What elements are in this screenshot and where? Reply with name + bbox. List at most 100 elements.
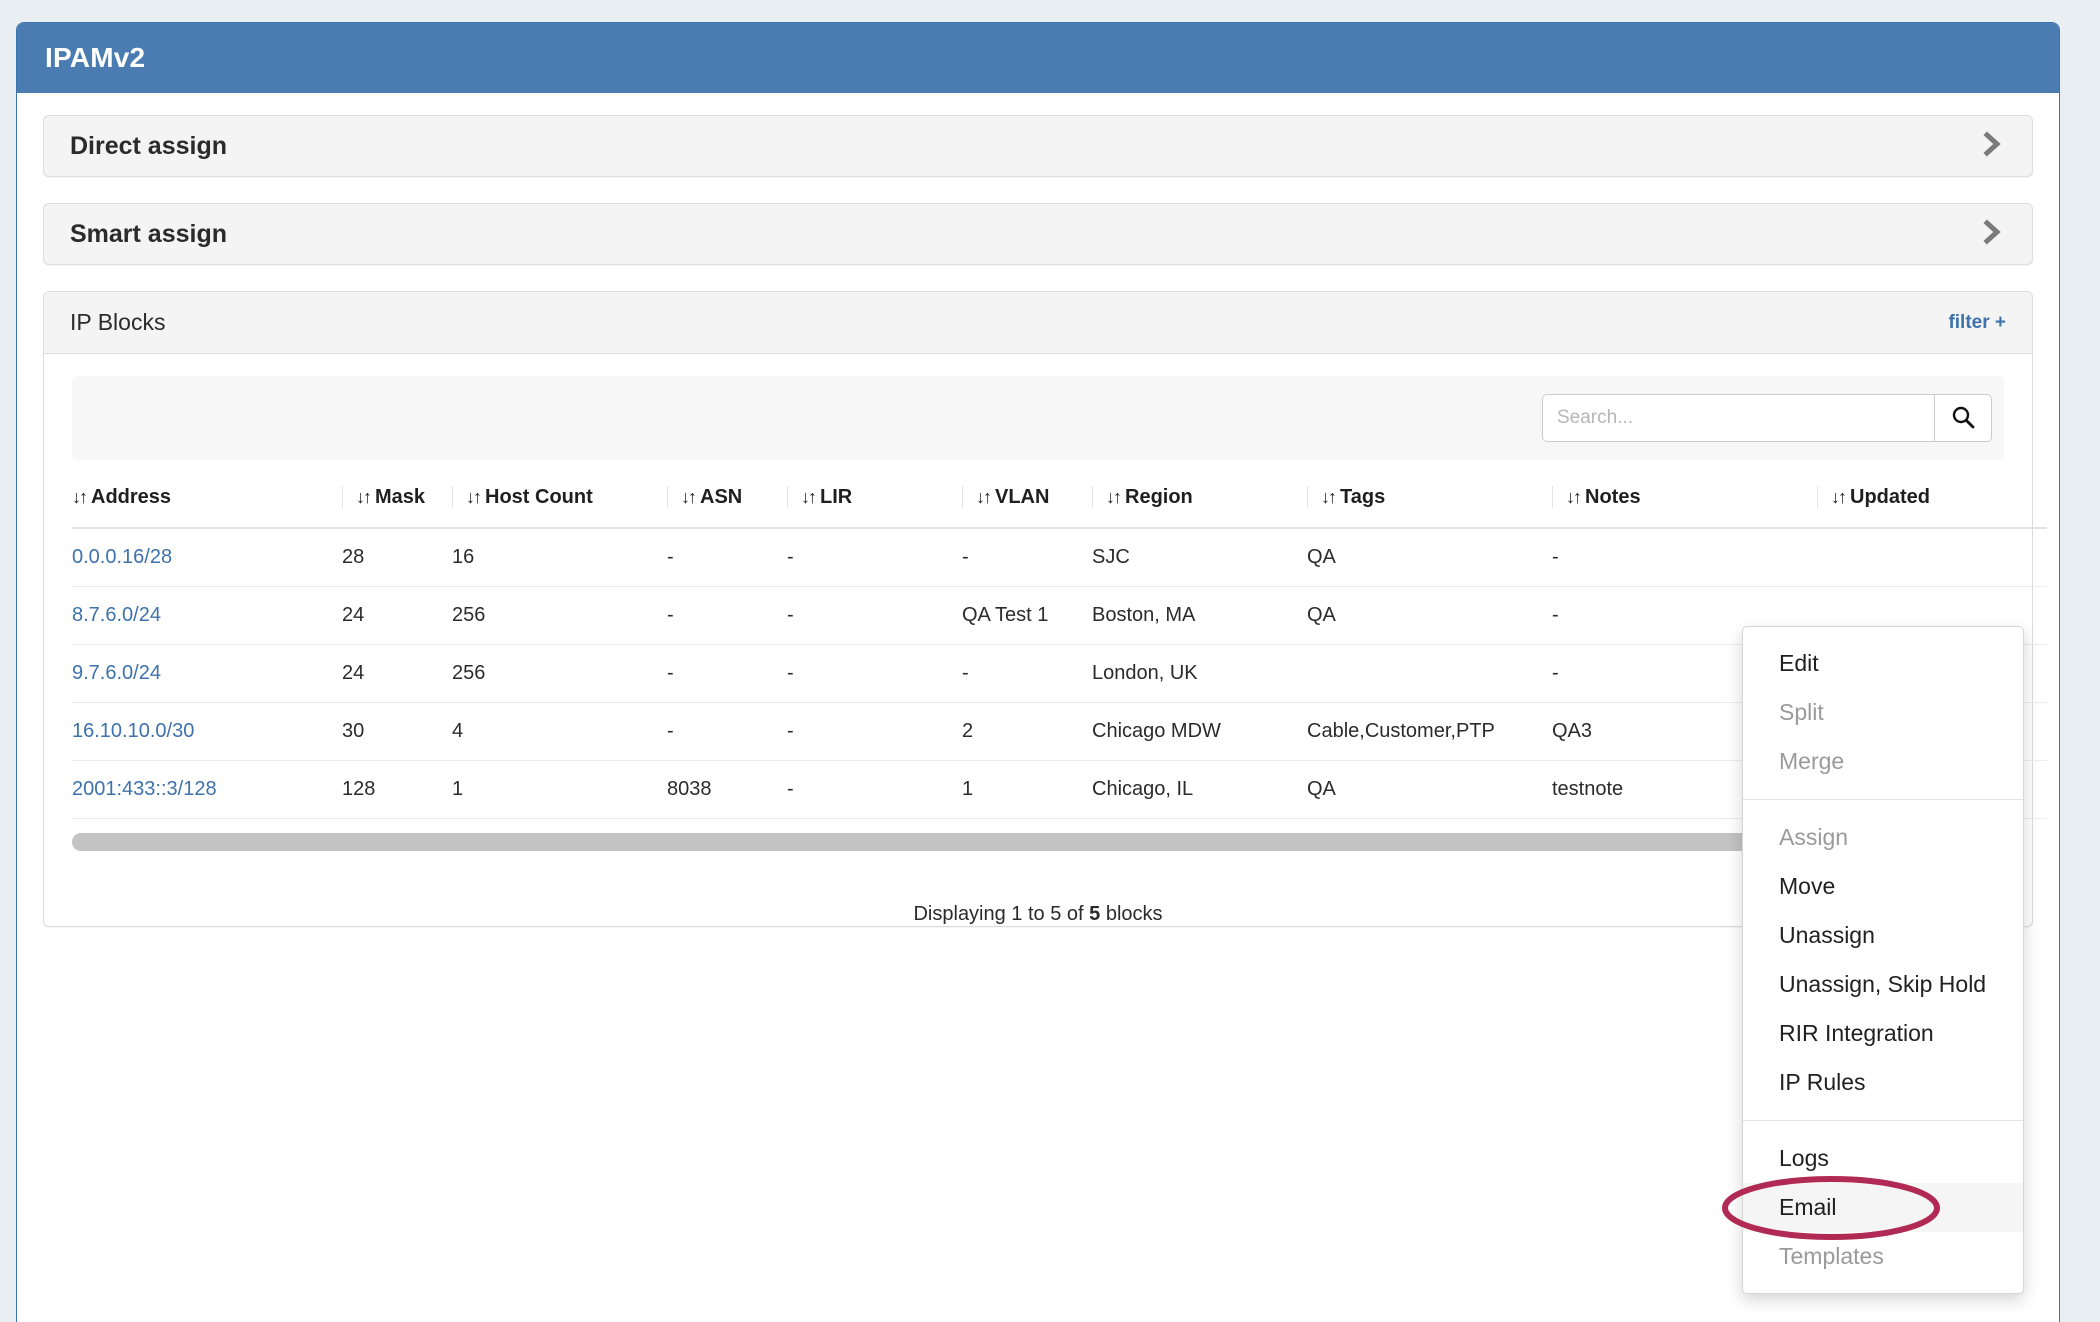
cell-tags: Cable,Customer,PTP [1307, 702, 1552, 761]
table-header-row: ↓↑ Address ↓↑ Mask ↓↑ Host Count ↓↑ ASN ↓↑ LI… [72, 476, 2047, 529]
table-row[interactable]: 8.7.6.0/24 24 256 - - QA Test 1 Boston, … [72, 586, 2047, 645]
app-header: IPAMv2 [17, 23, 2059, 93]
scrollbar-thumb[interactable] [72, 833, 1927, 851]
column-header-label: Mask [375, 486, 426, 508]
accordion-direct-assign-label: Direct assign [70, 131, 228, 160]
column-header-label: Tags [1340, 486, 1386, 508]
cell-updated [1817, 528, 2047, 587]
sort-icon: ↓↑ [72, 487, 88, 507]
app-title: IPAMv2 [45, 42, 146, 73]
cell-tags: QA [1307, 528, 1552, 587]
cell-address: 16.10.10.0/30 [72, 702, 342, 761]
column-header-updated[interactable]: ↓↑ Updated [1817, 476, 2047, 529]
cell-region: London, UK [1092, 644, 1307, 703]
displaying-total: 5 [1089, 903, 1101, 925]
cell-address: 9.7.6.0/24 [72, 644, 342, 703]
menu-item-edit[interactable]: Edit [1779, 650, 1819, 676]
menu-item-logs[interactable]: Logs [1779, 1145, 1829, 1171]
ip-blocks-panel-body: ↓↑Address ↓↑Mask ↓↑Host Count ↓↑ASN ↓↑LI… [44, 354, 2047, 926]
ip-blocks-panel-header: IP Blocks filter + [44, 292, 2032, 354]
cell-host-count: 16 [452, 528, 667, 587]
column-header-tags[interactable]: ↓↑ Tags [1307, 476, 1552, 529]
address-link[interactable]: 9.7.6.0/24 [72, 662, 161, 684]
cell-mask: 128 [342, 760, 452, 819]
column-header-notes[interactable]: ↓↑ Notes [1552, 476, 1817, 529]
cell-lir: - [787, 760, 962, 819]
cell-region: Chicago MDW [1092, 702, 1307, 761]
column-header-label: VLAN [995, 486, 1050, 508]
ip-blocks-panel: IP Blocks filter + [43, 291, 2047, 927]
column-header-mask[interactable]: ↓↑ Mask [342, 476, 452, 529]
cell-tags: QA [1307, 586, 1552, 645]
cell-mask: 28 [342, 528, 452, 587]
cell-asn: - [667, 528, 787, 587]
cell-asn: 8038 [667, 760, 787, 819]
table-horizontal-scrollbar[interactable] [72, 833, 2004, 851]
menu-item-email[interactable]: Email [1743, 1183, 2023, 1232]
cell-vlan: QA Test 1 [962, 586, 1092, 645]
displaying-count: Displaying 1 to 5 of 5 blocks [72, 903, 2004, 926]
column-header-label: ASN [700, 486, 743, 508]
sort-icon: ↓↑ [1566, 487, 1582, 507]
menu-item-split: Split [1779, 699, 1824, 725]
chevron-right-icon[interactable] [1980, 129, 2006, 164]
chevron-right-icon[interactable] [1980, 217, 2006, 252]
row-context-menu: Edit Split Merge Assign Move Unassign Un… [1742, 626, 2024, 1294]
cell-host-count: 256 [452, 586, 667, 645]
cell-region: Boston, MA [1092, 586, 1307, 645]
sort-icon: ↓↑ [356, 487, 372, 507]
menu-item-merge: Merge [1779, 748, 1845, 774]
cell-lir: - [787, 644, 962, 703]
search-group [1542, 394, 1992, 442]
sort-icon: ↓↑ [681, 487, 697, 507]
search-icon [1950, 404, 1976, 433]
address-link[interactable]: 16.10.10.0/30 [72, 720, 195, 742]
menu-item-unassign[interactable]: Unassign [1779, 922, 1875, 948]
cell-asn: - [667, 644, 787, 703]
cell-asn: - [667, 586, 787, 645]
cell-tags: QA [1307, 760, 1552, 819]
column-header-address[interactable]: ↓↑ Address [72, 476, 342, 529]
accordion-smart-assign[interactable]: Smart assign [43, 203, 2033, 265]
cell-region: SJC [1092, 528, 1307, 587]
address-link[interactable]: 8.7.6.0/24 [72, 604, 161, 626]
column-header-region[interactable]: ↓↑ Region [1092, 476, 1307, 529]
cell-lir: - [787, 702, 962, 761]
cell-vlan: 2 [962, 702, 1092, 761]
page-title: IP Blocks [70, 309, 166, 335]
ip-blocks-table-wrapper: ↓↑ Address ↓↑ Mask ↓↑ Host Count ↓↑ ASN ↓↑ LI… [72, 476, 2047, 926]
cell-lir: - [787, 586, 962, 645]
column-header-asn[interactable]: ↓↑ ASN [667, 476, 787, 529]
column-header-label: Updated [1850, 486, 1930, 508]
table-row[interactable]: 0.0.0.16/28 28 16 - - - SJC QA - [72, 528, 2047, 587]
column-header-label: LIR [820, 486, 853, 508]
sort-icon: ↓↑ [466, 487, 482, 507]
displaying-suffix: blocks [1100, 903, 1163, 925]
column-header-label: Address [91, 486, 172, 508]
menu-separator [1743, 799, 2023, 800]
search-button[interactable] [1934, 394, 1992, 442]
cell-mask: 24 [342, 644, 452, 703]
menu-item-ip-rules[interactable]: IP Rules [1779, 1069, 1866, 1095]
menu-item-move[interactable]: Move [1779, 873, 1836, 899]
column-header-host-count[interactable]: ↓↑ Host Count [452, 476, 667, 529]
cell-vlan: - [962, 528, 1092, 587]
column-header-vlan[interactable]: ↓↑ VLAN [962, 476, 1092, 529]
column-header-lir[interactable]: ↓↑ LIR [787, 476, 962, 529]
cell-vlan: - [962, 644, 1092, 703]
menu-item-unassign-skip-hold[interactable]: Unassign, Skip Hold [1779, 971, 1987, 997]
menu-item-assign: Assign [1779, 824, 1849, 850]
accordion-smart-assign-label: Smart assign [70, 219, 228, 248]
filter-link[interactable]: filter + [1948, 311, 2006, 333]
menu-item-rir-integration[interactable]: RIR Integration [1779, 1020, 1934, 1046]
cell-address: 8.7.6.0/24 [72, 586, 342, 645]
cell-address: 2001:433::3/128 [72, 760, 342, 819]
sort-icon: ↓↑ [1106, 487, 1122, 507]
cell-host-count: 256 [452, 644, 667, 703]
address-link[interactable]: 2001:433::3/128 [72, 778, 217, 800]
address-link[interactable]: 0.0.0.16/28 [72, 546, 173, 568]
accordion-direct-assign[interactable]: Direct assign [43, 115, 2033, 177]
cell-vlan: 1 [962, 760, 1092, 819]
search-input[interactable] [1542, 394, 1934, 442]
table-toolbar [72, 376, 2004, 460]
